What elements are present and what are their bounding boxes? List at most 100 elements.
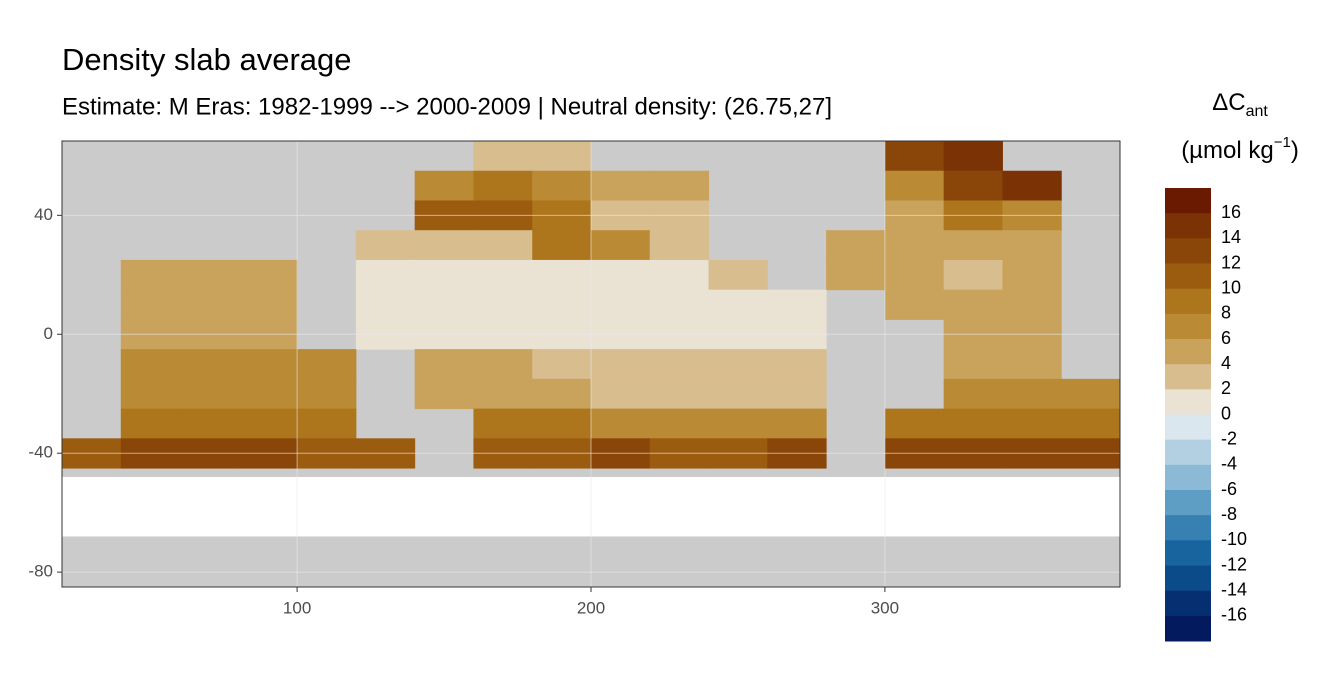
legend-label: -8 xyxy=(1221,504,1237,524)
y-tick-label: 40 xyxy=(34,205,53,224)
cell xyxy=(649,259,710,291)
legend-swatch xyxy=(1165,565,1211,592)
cell xyxy=(120,408,181,439)
cell xyxy=(532,141,592,172)
cell xyxy=(884,259,945,291)
cell xyxy=(649,230,710,261)
cell xyxy=(708,408,768,439)
cell xyxy=(179,408,239,439)
legend-swatch xyxy=(1165,238,1211,264)
legend-title: ΔCant xyxy=(1212,89,1268,120)
cell xyxy=(943,408,1003,439)
cell xyxy=(884,230,945,261)
cell xyxy=(297,378,357,410)
x-tick-label: 300 xyxy=(871,598,899,617)
y-tick-label: 0 xyxy=(44,324,53,343)
cell xyxy=(238,408,298,439)
legend-swatch xyxy=(1165,515,1211,541)
legend-label: -16 xyxy=(1221,605,1247,625)
cell xyxy=(473,289,533,320)
legend-label: 2 xyxy=(1221,378,1231,398)
y-tick-label: -40 xyxy=(28,443,53,462)
legend-swatch xyxy=(1165,339,1211,365)
cell xyxy=(649,170,710,201)
cell xyxy=(708,289,768,320)
cell xyxy=(355,230,416,261)
legend-swatch xyxy=(1165,364,1211,390)
cell xyxy=(238,349,298,380)
legend-label: 16 xyxy=(1221,202,1241,222)
legend-label: -4 xyxy=(1221,454,1237,474)
legend-label: -6 xyxy=(1221,479,1237,499)
cell xyxy=(414,259,474,291)
cell xyxy=(414,170,474,201)
cell xyxy=(884,408,945,439)
legend-label: 10 xyxy=(1221,277,1241,297)
cell xyxy=(120,259,181,291)
legend-label: -12 xyxy=(1221,554,1247,574)
legend-label: 4 xyxy=(1221,353,1231,373)
cell xyxy=(473,141,533,172)
legend-subscript: ant xyxy=(1246,103,1269,120)
cell xyxy=(943,141,1003,172)
cell xyxy=(414,230,474,261)
legend-swatch xyxy=(1165,414,1211,441)
cell xyxy=(238,289,298,320)
cell xyxy=(826,259,886,291)
cell xyxy=(473,170,533,201)
cell xyxy=(120,349,181,380)
cell xyxy=(767,378,827,410)
cell xyxy=(179,289,239,320)
cell xyxy=(591,230,651,261)
cell xyxy=(884,170,945,201)
cell xyxy=(591,408,651,439)
cell xyxy=(649,349,710,380)
cell xyxy=(473,349,533,380)
cell xyxy=(943,230,1003,261)
legend-swatch xyxy=(1165,490,1211,516)
legend-swatch xyxy=(1165,263,1211,290)
cell xyxy=(943,349,1003,380)
cell xyxy=(708,378,768,410)
cell xyxy=(708,259,768,291)
cell xyxy=(1002,259,1062,291)
cell xyxy=(414,289,474,320)
y-tick-label: -80 xyxy=(28,562,53,581)
cell xyxy=(649,289,710,320)
panel xyxy=(62,141,1120,587)
legend-unit: (µmol kg−1) xyxy=(1181,134,1299,164)
chart-subtitle: Estimate: M Eras: 1982-1999 --> 2000-200… xyxy=(62,93,832,120)
cell xyxy=(532,408,592,439)
legend-swatch xyxy=(1165,188,1211,214)
cell xyxy=(1002,378,1062,410)
cell xyxy=(473,378,533,410)
cell xyxy=(943,259,1003,291)
legend-swatch xyxy=(1165,213,1211,239)
cell xyxy=(591,170,651,201)
legend-label: 14 xyxy=(1221,227,1241,247)
cell xyxy=(532,259,592,291)
cell xyxy=(120,289,181,320)
cell xyxy=(473,408,533,439)
cell xyxy=(767,289,827,320)
cell xyxy=(473,259,533,291)
cell xyxy=(1002,170,1062,201)
cell xyxy=(532,289,592,320)
cell xyxy=(884,289,945,320)
legend-symbol: ΔC xyxy=(1212,89,1245,116)
cell xyxy=(884,141,945,172)
cell xyxy=(943,170,1003,201)
legend-label: -14 xyxy=(1221,579,1247,599)
cell xyxy=(591,259,651,291)
chart-title: Density slab average xyxy=(62,42,352,77)
cell xyxy=(1002,230,1062,261)
cell xyxy=(767,408,827,439)
cell xyxy=(1002,408,1062,439)
cell xyxy=(1002,289,1062,320)
cell xyxy=(943,378,1003,410)
x-tick-label: 200 xyxy=(577,598,605,617)
legend-swatch xyxy=(1165,389,1211,415)
legend-swatch xyxy=(1165,439,1211,466)
legend-swatch xyxy=(1165,464,1211,491)
cell xyxy=(943,289,1003,320)
